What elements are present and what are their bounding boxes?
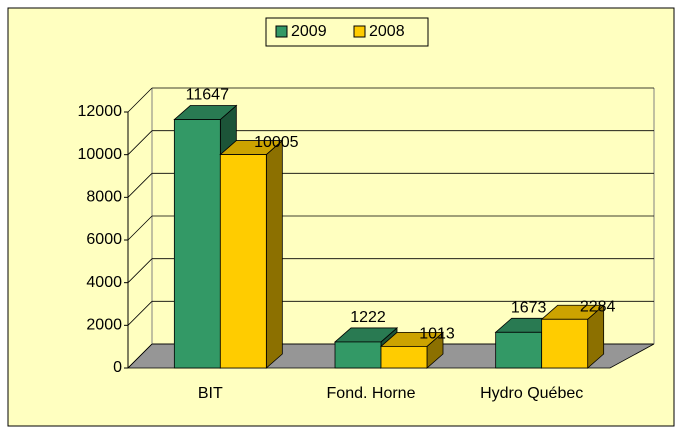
bar xyxy=(380,345,428,369)
grid-line xyxy=(127,173,153,198)
grid-line xyxy=(127,258,153,283)
y-tick-label: 4000 xyxy=(86,274,122,291)
bar xyxy=(219,154,267,369)
y-tick-label: 0 xyxy=(113,359,122,376)
data-label: 1013 xyxy=(419,326,455,343)
grid-line xyxy=(127,343,153,369)
y-tick-label: 8000 xyxy=(86,189,122,206)
data-label: 1673 xyxy=(511,300,547,317)
legend xyxy=(265,17,429,47)
legend-label: 2008 xyxy=(369,23,405,40)
x-tick-label: BIT xyxy=(198,385,223,402)
data-label: 11647 xyxy=(186,87,229,104)
data-label: 2284 xyxy=(580,298,616,315)
grid-line xyxy=(127,130,153,155)
bar xyxy=(541,318,589,369)
grid-line xyxy=(127,215,153,241)
bar-side xyxy=(265,139,283,369)
bar xyxy=(334,341,382,369)
bar xyxy=(495,331,543,369)
legend-label: 2009 xyxy=(291,23,327,40)
grid-line xyxy=(127,301,153,326)
legend-swatch xyxy=(353,25,366,38)
data-label: 10005 xyxy=(254,134,299,151)
legend-swatch xyxy=(275,25,288,38)
x-tick-label: Hydro Québec xyxy=(480,385,583,402)
y-tick-label: 12000 xyxy=(78,103,123,120)
grid-line xyxy=(127,87,153,113)
bar xyxy=(173,119,221,369)
y-tick-label: 10000 xyxy=(78,146,123,163)
data-label: 1222 xyxy=(350,309,386,326)
y-tick-label: 6000 xyxy=(86,231,122,248)
x-tick-label: Fond. Horne xyxy=(327,385,416,402)
y-tick-label: 2000 xyxy=(86,317,122,334)
